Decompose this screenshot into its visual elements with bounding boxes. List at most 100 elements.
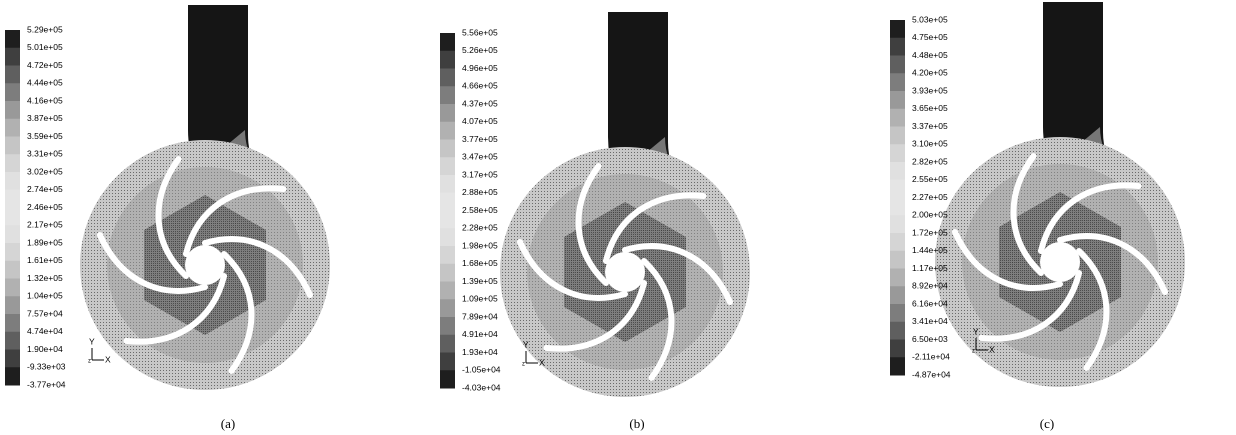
colorbar-segment xyxy=(890,269,905,287)
colorbar-label: 6.16e+04 xyxy=(912,298,948,308)
colorbar-segment xyxy=(440,282,455,300)
colorbar-label: 1.89e+05 xyxy=(27,237,63,247)
colorbar-segment xyxy=(5,137,20,155)
colorbar-segment xyxy=(890,198,905,216)
colorbar-label: 2.27e+05 xyxy=(912,192,948,202)
colorbar-label: 5.01e+05 xyxy=(27,42,63,52)
colorbar-segment xyxy=(5,261,20,279)
pump-contour xyxy=(500,12,750,397)
axis-label: X xyxy=(539,357,545,367)
axis-label: Y xyxy=(89,336,95,346)
axis-label: Y xyxy=(523,339,529,349)
colorbar-label: 4.44e+05 xyxy=(27,78,63,88)
colorbar-segment xyxy=(890,340,905,358)
caption: (b) xyxy=(629,416,644,431)
colorbar-segment xyxy=(5,48,20,66)
colorbar-label: 2.00e+05 xyxy=(912,210,948,220)
caption: (c) xyxy=(1040,416,1054,431)
colorbar-segment xyxy=(440,317,455,335)
axis-label: X xyxy=(989,344,995,354)
colorbar-segment xyxy=(5,314,20,332)
colorbar-segment xyxy=(440,335,455,353)
colorbar-label: 5.26e+05 xyxy=(462,45,498,55)
colorbar-segment xyxy=(440,193,455,211)
colorbar-segment xyxy=(440,33,455,51)
colorbar-segment xyxy=(440,122,455,140)
colorbar-label: -4.87e+04 xyxy=(912,369,951,379)
colorbar-label: 2.74e+05 xyxy=(27,184,63,194)
colorbar-label: 1.72e+05 xyxy=(912,227,948,237)
colorbar-segment xyxy=(5,101,20,119)
colorbar-segment xyxy=(5,119,20,137)
colorbar-segment xyxy=(890,233,905,251)
colorbar-segment xyxy=(5,208,20,226)
axis-label: Y xyxy=(973,326,979,336)
colorbar-segment xyxy=(890,73,905,91)
colorbar-label: 7.57e+04 xyxy=(27,308,63,318)
colorbar-segment xyxy=(5,154,20,172)
colorbar-segment xyxy=(440,211,455,229)
colorbar-segment xyxy=(440,104,455,122)
colorbar-label: 4.07e+05 xyxy=(462,116,498,126)
colorbar-segment xyxy=(5,190,20,208)
colorbar-segment xyxy=(440,157,455,175)
colorbar-label: 3.10e+05 xyxy=(912,139,948,149)
colorbar-label: 3.47e+05 xyxy=(462,152,498,162)
colorbar-label: 1.98e+05 xyxy=(462,240,498,250)
colorbar-segment xyxy=(5,30,20,48)
colorbar-segment xyxy=(890,91,905,109)
colorbar-segment xyxy=(890,180,905,198)
colorbar-segment xyxy=(890,215,905,233)
colorbar-label: 3.37e+05 xyxy=(912,121,948,131)
colorbar-segment xyxy=(5,225,20,243)
colorbar-segment xyxy=(440,264,455,282)
colorbar-label: 2.58e+05 xyxy=(462,205,498,215)
colorbar-label: 1.39e+05 xyxy=(462,276,498,286)
colorbar-segment xyxy=(440,228,455,246)
colorbar-label: -2.11e+04 xyxy=(912,352,950,362)
colorbar-label: 1.17e+05 xyxy=(912,263,948,273)
colorbar-label: 6.50e+03 xyxy=(912,334,948,344)
colorbar-segment xyxy=(890,144,905,162)
colorbar-label: 1.68e+05 xyxy=(462,258,498,268)
axis-label: z xyxy=(88,359,91,365)
colorbar-segment xyxy=(5,83,20,101)
colorbar-label: 1.04e+05 xyxy=(27,291,63,301)
colorbar-label: 2.17e+05 xyxy=(27,220,63,230)
axis-label: z xyxy=(522,362,525,368)
colorbar-segment xyxy=(440,86,455,104)
colorbar-label: 4.48e+05 xyxy=(912,50,948,60)
colorbar-segment xyxy=(5,243,20,261)
pump-contour xyxy=(80,5,330,390)
colorbar-label: 1.61e+05 xyxy=(27,255,63,265)
colorbar-label: 2.46e+05 xyxy=(27,202,63,212)
colorbar-segment xyxy=(890,357,905,375)
colorbar-segment xyxy=(890,109,905,127)
colorbar-segment xyxy=(440,175,455,193)
colorbar-label: 4.75e+05 xyxy=(912,32,948,42)
colorbar-label: -3.77e+04 xyxy=(27,379,66,389)
colorbar-segment xyxy=(440,353,455,371)
colorbar-segment xyxy=(440,140,455,158)
colorbar-segment xyxy=(5,279,20,297)
colorbar-label: 2.88e+05 xyxy=(462,187,498,197)
axis-label: z xyxy=(972,349,975,355)
colorbar-segment xyxy=(890,38,905,56)
colorbar-segment xyxy=(5,66,20,84)
colorbar-label: 1.90e+04 xyxy=(27,344,63,354)
colorbar-segment xyxy=(5,350,20,368)
colorbar-label: 3.59e+05 xyxy=(27,131,63,141)
colorbar-segment xyxy=(5,332,20,350)
colorbar-segment xyxy=(890,162,905,180)
colorbar-label: -9.33e+03 xyxy=(27,362,66,372)
colorbar-segment xyxy=(5,367,20,385)
colorbar-label: 3.17e+05 xyxy=(462,169,498,179)
colorbar-segment xyxy=(890,251,905,269)
colorbar-label: -1.05e+04 xyxy=(462,365,501,375)
colorbar-label: 3.77e+05 xyxy=(462,134,498,144)
colorbar-segment xyxy=(890,20,905,38)
colorbar-label: 4.20e+05 xyxy=(912,68,948,78)
colorbar-segment xyxy=(440,299,455,317)
colorbar-label: 4.96e+05 xyxy=(462,63,498,73)
colorbar-segment xyxy=(890,304,905,322)
